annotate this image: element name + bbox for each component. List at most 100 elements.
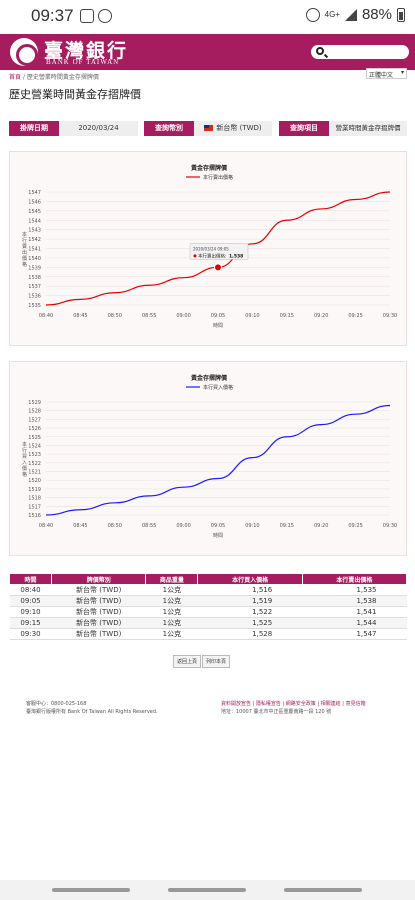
link-separator: |: [251, 701, 256, 707]
language-select[interactable]: 正體中文: [366, 68, 407, 79]
footer-link[interactable]: 隱私權宣告: [255, 701, 281, 707]
tooltip-box: [189, 243, 249, 260]
x-tick-label: 09:05: [211, 523, 225, 529]
bank-logo-icon[interactable]: [10, 38, 38, 66]
cell-buy: 1,528: [197, 628, 303, 640]
chart-title: 黃金存摺牌價: [191, 164, 228, 172]
x-tick-label: 08:50: [108, 523, 122, 529]
x-tick-label: 08:50: [108, 313, 122, 319]
cell-currency: 新台幣 (TWD): [51, 628, 146, 640]
y-tick-label: 1544: [28, 218, 41, 224]
x-axis-label: 時間: [213, 533, 223, 539]
notification-icon: [80, 9, 94, 23]
y-tick-label: 1540: [28, 256, 41, 262]
currency-label: 查詢幣別: [144, 121, 194, 136]
y-tick-label: 1527: [28, 417, 41, 423]
col-header: 本行賣出價格: [301, 573, 408, 585]
chart-title: 黃金存摺牌價: [191, 374, 228, 382]
cell-time: 08:40: [9, 584, 52, 596]
footer-right: 資料開放宣告 | 隱私權宣告 | 網路安全政策 | 相關連結 | 意見信箱 地址…: [221, 700, 366, 716]
x-tick-label: 08:55: [142, 313, 156, 319]
y-tick-label: 1535: [28, 303, 41, 309]
breadcrumb-current: 歷史營業時間黃金存摺牌價: [26, 74, 99, 81]
system-nav-bar: [0, 880, 415, 900]
y-tick-label: 1529: [28, 400, 41, 406]
date-value: 2020/03/24: [59, 121, 138, 136]
breadcrumb: 首頁 / 歷史營業時間黃金存摺牌價: [9, 72, 99, 81]
cell-weight: 1公克: [145, 606, 198, 618]
y-axis-label: 本行賣出價格: [22, 231, 27, 268]
y-tick-label: 1547: [28, 190, 41, 196]
x-tick-label: 09:00: [176, 523, 190, 529]
y-tick-label: 1536: [28, 294, 41, 300]
footer-link[interactable]: 網路安全政策: [285, 701, 316, 707]
x-tick-label: 09:10: [245, 313, 259, 319]
cell-time: 09:05: [9, 595, 52, 607]
col-header: 本行買入價格: [197, 573, 303, 585]
item-value: 營業時間黃金存摺牌價: [329, 121, 407, 136]
y-tick-label: 1537: [28, 284, 41, 290]
x-tick-label: 09:30: [383, 313, 397, 319]
col-header: 牌價幣別: [51, 573, 147, 585]
nav-back-button[interactable]: [284, 888, 362, 892]
table-row: 09:10 新台幣 (TWD) 1公克 1,522 1,541: [9, 606, 407, 618]
footer-link[interactable]: 資料開放宣告: [221, 701, 252, 707]
print-button[interactable]: 列印本頁: [202, 655, 231, 668]
y-tick-label: 1542: [28, 237, 41, 243]
tooltip-label: 本行賣出價格:: [198, 252, 227, 259]
x-tick-label: 09:15: [280, 523, 294, 529]
x-tick-label: 09:25: [348, 313, 362, 319]
y-tick-label: 1516: [28, 513, 41, 519]
y-tick-label: 1539: [28, 265, 41, 271]
x-tick-label: 08:45: [73, 523, 87, 529]
cell-buy: 1,522: [197, 606, 303, 618]
x-tick-label: 09:25: [348, 523, 362, 529]
page-title: 歷史營業時間黃金存摺牌價: [9, 88, 141, 101]
bank-name-cn[interactable]: 臺灣銀行: [44, 40, 129, 62]
cell-currency: 新台幣 (TWD): [51, 606, 146, 618]
y-tick-label: 1519: [28, 487, 41, 493]
item-label: 查詢項目: [279, 121, 329, 136]
x-tick-label: 09:20: [314, 523, 328, 529]
y-tick-label: 1526: [28, 426, 41, 432]
breadcrumb-home[interactable]: 首頁: [9, 74, 22, 81]
search-icon[interactable]: [316, 47, 324, 55]
x-tick-label: 08:55: [142, 523, 156, 529]
y-tick-label: 1543: [28, 228, 41, 234]
table-row: 09:05 新台幣 (TWD) 1公克 1,519 1,538: [9, 595, 407, 607]
series-line: [45, 404, 391, 516]
cell-weight: 1公克: [145, 628, 198, 640]
nav-home-button[interactable]: [168, 888, 246, 892]
footer-left: 客服中心：0800-025-168 臺灣銀行版權所有 Bank Of Taiwa…: [26, 700, 158, 716]
footer: 客服中心：0800-025-168 臺灣銀行版權所有 Bank Of Taiwa…: [0, 688, 415, 728]
tooltip-time: 2020/03/24 09:05: [193, 246, 229, 251]
footer-links: 資料開放宣告 | 隱私權宣告 | 網路安全政策 | 相關連結 | 意見信箱: [221, 700, 366, 708]
taiwan-flag-icon: [204, 125, 214, 131]
y-tick-label: 1541: [28, 247, 41, 253]
cell-weight: 1公克: [145, 617, 198, 629]
tooltip-marker: [214, 263, 222, 272]
link-separator: |: [315, 701, 321, 707]
search-input[interactable]: [311, 45, 409, 59]
customer-service: 客服中心：0800-025-168: [26, 701, 87, 707]
cell-sell: 1,541: [302, 606, 407, 618]
table-header-row: 時間 牌價幣別 商品重量 本行買入價格 本行賣出價格: [8, 573, 408, 585]
x-tick-label: 08:40: [39, 313, 53, 319]
cell-currency: 新台幣 (TWD): [51, 617, 146, 629]
sell-price-chart-panel: 黃金存摺牌價 本行賣出價格 1535 1536 1537 1538 1539 1540 1541…: [9, 151, 407, 346]
cell-buy: 1,516: [197, 584, 303, 596]
nav-recent-button[interactable]: [52, 888, 130, 892]
footer-link[interactable]: 意見信箱: [345, 701, 366, 707]
col-header: 商品重量: [145, 573, 199, 585]
cell-time: 09:10: [9, 606, 52, 618]
cell-sell: 1,535: [302, 584, 407, 596]
footer-link[interactable]: 相關連結: [320, 701, 341, 707]
tooltip-value: 1,538: [229, 253, 243, 259]
x-tick-label: 08:45: [73, 313, 87, 319]
cell-buy: 1,519: [197, 595, 303, 607]
breadcrumb-separator: /: [21, 74, 27, 81]
back-button[interactable]: 返回上頁: [173, 655, 202, 668]
col-header: 時間: [8, 573, 53, 585]
